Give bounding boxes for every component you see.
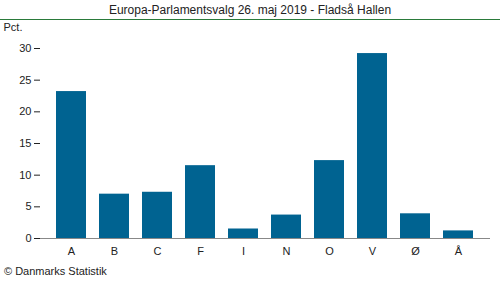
svg-text:30: 30 — [19, 42, 31, 54]
svg-text:0: 0 — [25, 232, 31, 244]
svg-text:Ø: Ø — [411, 245, 420, 257]
svg-text:5: 5 — [25, 200, 31, 212]
html-text:Europa-Parlamentsvalg 26. maj: Europa-Parlamentsvalg 26. maj 2019 - Fla… — [108, 3, 392, 17]
svg-text:C: C — [154, 245, 162, 257]
svg-text:10: 10 — [19, 169, 31, 181]
svg-text:V: V — [369, 245, 377, 257]
svg-text:O: O — [325, 245, 334, 257]
html-text:© Danmarks Statistik: © Danmarks Statistik — [4, 265, 107, 277]
svg-text:15: 15 — [19, 137, 31, 149]
svg-text:Å: Å — [455, 245, 463, 257]
svg-text:A: A — [68, 245, 76, 257]
svg-text:B: B — [111, 245, 118, 257]
svg-text:F: F — [197, 245, 204, 257]
svg-text:I: I — [242, 245, 245, 257]
svg-text:Pct.: Pct. — [4, 21, 23, 33]
svg-text:N: N — [283, 245, 291, 257]
svg-text:20: 20 — [19, 105, 31, 117]
svg-text:25: 25 — [19, 74, 31, 86]
